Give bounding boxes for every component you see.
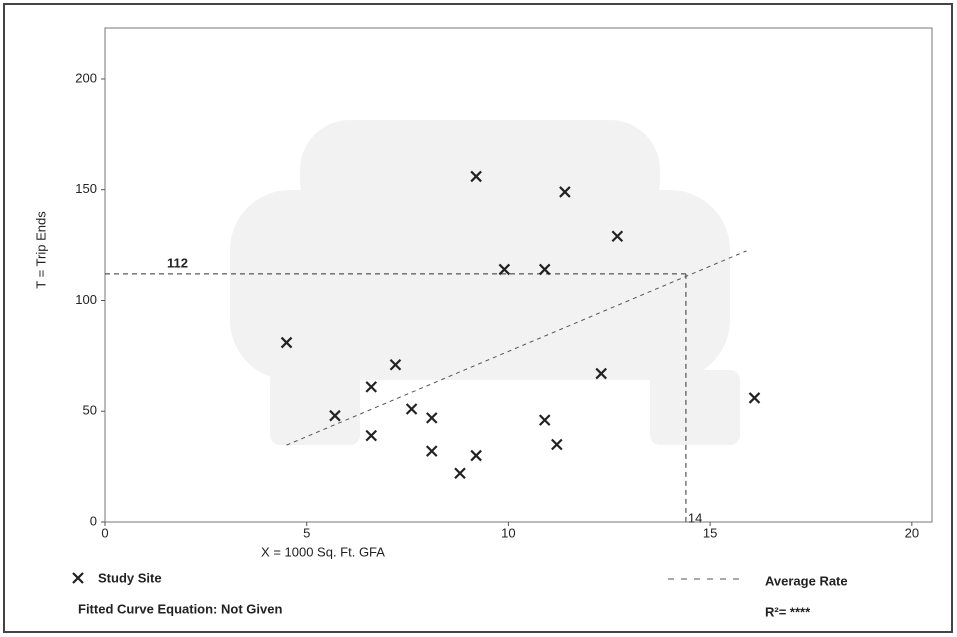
y-tick-label: 0 <box>90 513 97 528</box>
annotation-x-label: 14 <box>688 510 702 525</box>
fitted-curve: Fitted Curve Equation: Not Given <box>78 601 282 616</box>
chart: X = 1000 Sq. Ft. GFA T = Trip Ends Fitte… <box>0 0 957 637</box>
x-tick-label: 15 <box>703 525 717 540</box>
legend-label: Average Rate <box>765 573 848 588</box>
x-tick-label: 0 <box>101 525 108 540</box>
r-squared: R²= **** <box>765 604 811 619</box>
x-tick-label: 5 <box>303 525 310 540</box>
y-tick-label: 100 <box>75 292 97 307</box>
x-tick-label: 20 <box>905 525 919 540</box>
y-tick-label: 50 <box>83 403 97 418</box>
x-tick-label: 10 <box>501 525 515 540</box>
x-axis-label: X = 1000 Sq. Ft. GFA <box>261 544 385 559</box>
annotation-y-label: 112 <box>167 255 188 270</box>
y-axis-label: T = Trip Ends <box>33 211 48 289</box>
y-tick-label: 150 <box>75 181 97 196</box>
y-tick-label: 200 <box>75 70 97 85</box>
legend-label: Study Site <box>98 570 162 585</box>
